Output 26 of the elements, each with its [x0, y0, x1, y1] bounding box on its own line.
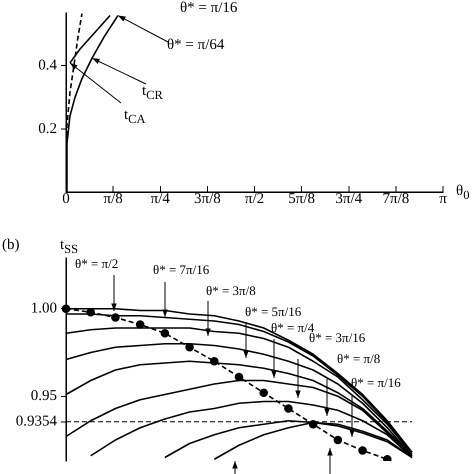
- y-tick-label: 0.2: [38, 120, 57, 137]
- annotation: t$_{CR}$: [142, 83, 163, 102]
- y-axis-title: t$_{SS}$: [60, 237, 78, 256]
- x-tick-label: 3π/8: [194, 190, 221, 207]
- y-tick-label: 1.00: [30, 300, 57, 317]
- annotation: θ* = π/8: [336, 351, 382, 366]
- annotation: θ* = π/16: [180, 0, 238, 16]
- x-tick-label: π/8: [104, 190, 123, 207]
- annotation: θ* = 7π/16: [152, 262, 210, 277]
- annotation: θ* = 3π/8: [205, 283, 257, 298]
- y-tick-label: 0.4: [38, 58, 58, 74]
- annotation: θ* = π/64: [167, 37, 224, 53]
- annotation: t$_{CA}$: [124, 107, 146, 126]
- annotation: θ* = 5π/16: [244, 304, 302, 319]
- y-tick-label: 0.95: [30, 388, 57, 404]
- x-tick-label: π/4: [150, 190, 170, 207]
- x-axis-title: θ$_{0}$: [456, 183, 470, 202]
- x-tick-label: 7π/8: [382, 190, 410, 207]
- x-tick-label: π: [439, 190, 448, 207]
- y-tick-label: 0.9354: [16, 414, 58, 430]
- x-tick-label: π/2: [244, 190, 264, 207]
- x-tick-label: 0: [62, 190, 70, 207]
- text: (b): [2, 237, 20, 253]
- annotation: θ* = π/2: [74, 256, 120, 271]
- x-tick-label: 5π/8: [288, 190, 315, 207]
- x-tick-label: 3π/4: [335, 190, 363, 207]
